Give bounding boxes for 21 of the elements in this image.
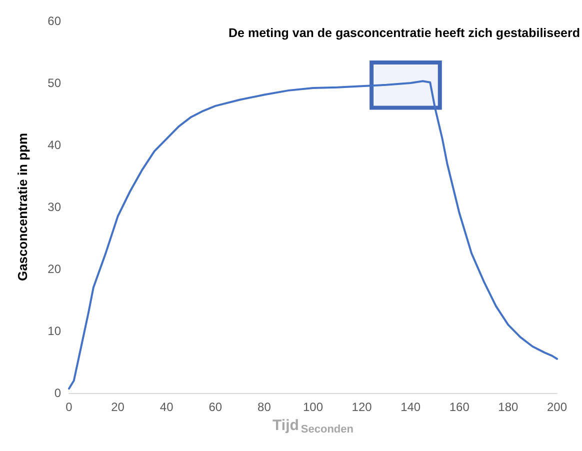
y-tick-label: 40 xyxy=(48,138,62,152)
x-tick-label: 160 xyxy=(449,400,470,414)
y-axis-title: Gasconcentratie in ppm xyxy=(15,132,30,282)
y-tick-label: 50 xyxy=(48,76,62,90)
y-tick-label: 30 xyxy=(48,200,62,214)
x-tick-label: 60 xyxy=(208,400,222,414)
x-tick-label: 180 xyxy=(498,400,519,414)
x-tick-label: 140 xyxy=(400,400,421,414)
y-tick-label: 60 xyxy=(48,14,62,28)
x-tick-label: 80 xyxy=(258,400,272,414)
annotation: De meting van de gasconcentratie heeft zich gestabiliseerd xyxy=(228,26,580,40)
y-tick-label: 20 xyxy=(48,262,62,276)
x-tick-label: 100 xyxy=(302,400,324,414)
x-tick-label: 200 xyxy=(546,400,568,414)
y-tick-label: 10 xyxy=(48,324,62,338)
line-series xyxy=(68,80,558,390)
y-tick-label: 0 xyxy=(54,386,62,400)
x-tick-label: 20 xyxy=(111,400,125,414)
x-tick-label: 40 xyxy=(160,400,174,414)
x-tick-label: 120 xyxy=(352,400,372,414)
x-tick-label: 0 xyxy=(66,400,73,414)
